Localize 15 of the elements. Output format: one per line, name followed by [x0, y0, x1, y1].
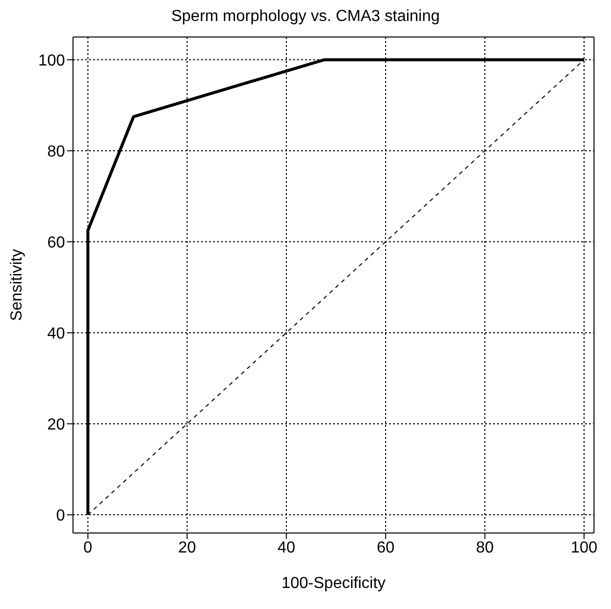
- x-tick-label: 100: [570, 539, 598, 556]
- y-tick-label: 20: [47, 416, 66, 434]
- y-tick-label: 60: [47, 234, 66, 252]
- x-tick-label: 20: [178, 539, 196, 556]
- x-tick-label: 80: [476, 539, 494, 556]
- x-tick-label: 0: [83, 539, 92, 556]
- x-tick-label: 60: [376, 539, 395, 556]
- y-tick-label: 0: [56, 507, 66, 524]
- y-axis-title: Sensitivity: [8, 248, 26, 322]
- x-axis-title: 100-Specificity: [281, 575, 386, 592]
- y-tick-label: 100: [38, 52, 66, 70]
- chart-title: Sperm morphology vs. CMA3 staining: [170, 8, 441, 27]
- y-tick-label: 40: [47, 325, 66, 342]
- y-tick-label: 80: [47, 143, 66, 160]
- x-tick-label: 40: [277, 539, 296, 556]
